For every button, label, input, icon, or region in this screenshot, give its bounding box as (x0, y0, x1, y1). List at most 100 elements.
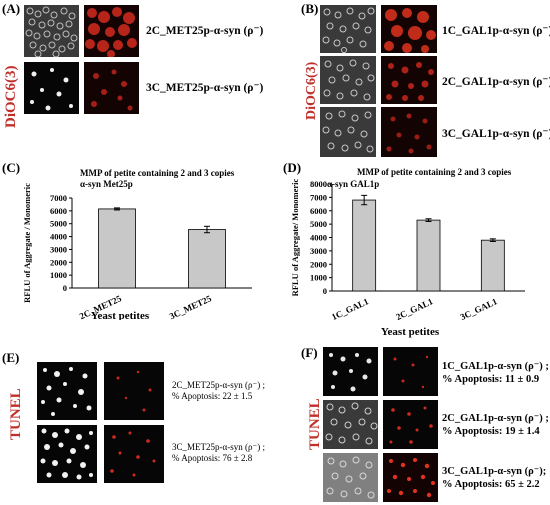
red-spots-texture (386, 113, 432, 154)
red-spots-texture (110, 431, 156, 477)
bright-spots-texture (41, 367, 92, 416)
micrograph-e-2c-fluorescence (104, 362, 164, 420)
chart-c-title-line1: MMP of petite containing 2 and 3 copies (80, 168, 235, 178)
row-f-3c-apoptosis: % Apoptosis: 65 ± 2.2 (442, 479, 540, 490)
bright-spots-texture (329, 353, 372, 392)
micrograph-a-3c-brightfield (24, 62, 79, 114)
cells-texture (323, 59, 375, 101)
stain-label-e: TUNEL (8, 388, 24, 440)
chart-d-y-tick-label: 4000 (310, 233, 327, 243)
micrograph-f-1c-tunel (323, 347, 378, 396)
chart-c-y-tick-label: 0 (63, 283, 67, 293)
chart-d-y-tick-label: 2000 (310, 259, 327, 269)
red-spots-texture (386, 62, 434, 101)
row-label-b-1c: 1C_GAL1p-α-syn (ρ⁻) (442, 25, 550, 37)
chart-d-title-line1: MMP of petite containing 2 and 3 copies (357, 167, 512, 177)
micrograph-b-3c-fluorescence (381, 107, 437, 157)
red-spots-texture (393, 355, 429, 389)
chart-d-bar (416, 219, 441, 292)
chart-d-y-tick-label: 6000 (310, 206, 327, 216)
micrograph-f-2c-tunel (323, 400, 378, 449)
stain-label-a: DiOC6(3) (3, 65, 19, 129)
micrograph-b-2c-brightfield (320, 56, 376, 104)
chart-d-y-tick-label: 5000 (310, 219, 327, 229)
micrograph-e-3c-fluorescence (104, 425, 164, 483)
cells-texture (25, 6, 78, 57)
row-f-2c-apoptosis: % Apoptosis: 19 ± 1.4 (442, 426, 540, 437)
chart-d-bar (352, 199, 377, 292)
row-f-1c-strain: 1C_GAL1p-α-syn (ρ⁻) ; (442, 361, 549, 372)
cells-texture (325, 402, 378, 445)
panel-label-b: (B) (301, 1, 319, 16)
cells-texture (326, 456, 375, 499)
row-label-a-2c: 2C_MET25p-α-syn (ρ⁻) (146, 25, 264, 37)
chart-c-bar (188, 229, 226, 289)
red-cells-texture (384, 8, 436, 53)
red-spots-texture (387, 458, 435, 498)
micrograph-a-2c-brightfield (24, 5, 79, 57)
chart-d-y-tick-label: 3000 (310, 246, 327, 256)
micrograph-b-3c-brightfield (320, 107, 376, 157)
micrograph-b-1c-fluorescence (381, 5, 437, 53)
chart-d-y-tick-label: 0 (323, 286, 327, 296)
chart-d-bar (480, 239, 505, 292)
chart-c-title-line2: α-syn Met25p (80, 179, 133, 189)
chart-c-y-tick-label: 7000 (50, 193, 67, 203)
chart-c-y-tick-label: 5000 (50, 219, 67, 229)
cells-texture (322, 7, 375, 53)
row-e-2c-apoptosis: % Apoptosis: 22 ± 1.5 (172, 391, 253, 401)
chart-d-category-label: 1C_GAL1 (330, 296, 370, 322)
row-label-a-3c: 3C_MET25p-α-syn (ρ⁻) (146, 82, 264, 94)
panel-label-d: (D) (283, 160, 302, 175)
row-text-e-2c: 2C_MET25p-α-syn (ρ⁻) ; % Apoptosis: 22 ±… (172, 380, 265, 402)
row-f-3c-strain: 3C_GAL1p-α-syn (ρ⁻); (442, 466, 547, 477)
row-f-2c-strain: 2C_GAL1p-α-syn (ρ⁻) ; (442, 413, 549, 424)
chart-d-title-line2: α-syn GAL1p (327, 179, 379, 189)
chart-c-y-tick-label: 4000 (50, 232, 67, 242)
red-spots-texture (91, 69, 133, 111)
row-text-e-3c: 3C_MET25p-α-syn (ρ⁻) ; % Apoptosis: 76 ±… (172, 442, 265, 464)
red-spots-texture (389, 406, 433, 444)
chart-c-y-tick-label: 2000 (50, 257, 67, 267)
chart-d-y-tick-label: 7000 (310, 192, 327, 202)
chart-c-bar (98, 208, 136, 289)
chart-c: MMP of petite containing 2 and 3 copiesα… (22, 168, 252, 320)
micrograph-e-2c-tunel (37, 362, 97, 420)
row-e-3c-strain: 3C_MET25p-α-syn (ρ⁻) ; (172, 442, 265, 452)
micrograph-e-3c-tunel (37, 425, 97, 483)
chart-d-x-axis-label: Yeast petites (381, 326, 440, 338)
chart-c-x-axis-label: Yeast petites (91, 310, 150, 320)
micrograph-b-1c-brightfield (320, 5, 376, 53)
panel-label-c: (C) (2, 160, 21, 175)
row-text-f-3c: 3C_GAL1p-α-syn (ρ⁻); % Apoptosis: 65 ± 2… (442, 465, 546, 491)
row-e-2c-strain: 2C_MET25p-α-syn (ρ⁻) ; (172, 380, 265, 390)
row-f-1c-apoptosis: % Apoptosis: 11 ± 0.9 (442, 374, 540, 385)
chart-c-y-tick-label: 3000 (50, 244, 67, 254)
red-cells-texture (85, 7, 137, 57)
chart-d-category-label: 2C_GAL1 (394, 296, 434, 322)
panel-label-e: (E) (2, 350, 20, 365)
micrograph-f-1c-fluorescence (383, 347, 438, 396)
chart-c-y-axis-label: RFLU of Aggregate / Monomeric (22, 183, 32, 303)
row-text-f-1c: 1C_GAL1p-α-syn (ρ⁻) ; % Apoptosis: 11 ± … (442, 360, 549, 386)
row-label-b-2c: 2C_GAL1p-α-syn (ρ⁻) (442, 76, 550, 88)
row-e-3c-apoptosis: % Apoptosis: 76 ± 2.8 (172, 453, 253, 463)
panel-label-f: (F) (301, 345, 318, 360)
stain-label-f: TUNEL (307, 398, 323, 450)
micrograph-f-2c-fluorescence (383, 400, 438, 449)
row-text-f-2c: 2C_GAL1p-α-syn (ρ⁻) ; % Apoptosis: 19 ± … (442, 412, 549, 438)
chart-d-y-axis-label: RFLU of Aggregate/ Monomeric (290, 178, 300, 296)
chart-d-category-label: 3C_GAL1 (459, 296, 499, 322)
micrograph-f-3c-fluorescence (383, 453, 438, 502)
micrograph-f-3c-tunel (323, 453, 378, 502)
chart-d: MMP of petite containing 2 and 3 copies α… (290, 167, 525, 338)
micrograph-b-2c-fluorescence (381, 56, 437, 104)
chart-c-category-label: 3C_MET25 (168, 293, 213, 320)
red-spots-texture (116, 370, 152, 412)
stain-label-b: DiOC6(3) (304, 61, 319, 120)
cells-texture (322, 110, 374, 153)
chart-d-y-tick-label: 1000 (310, 273, 327, 283)
chart-c-y-tick-label: 1000 (50, 270, 67, 280)
panel-label-a: (A) (2, 1, 21, 16)
chart-c-y-tick-label: 6000 (50, 206, 67, 216)
